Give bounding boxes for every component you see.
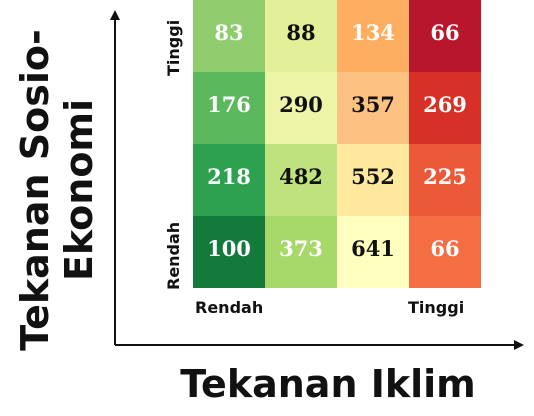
heatmap-cell	[193, 144, 265, 216]
heatmap-cell-value: 218	[207, 164, 251, 189]
heatmap-cell-value: 100	[207, 236, 251, 261]
heatmap-cell-value: 269	[423, 92, 467, 117]
heatmap-cell-value: 373	[279, 236, 323, 261]
y-tick-label-high: Tinggi	[164, 20, 183, 76]
heatmap-cell	[337, 72, 409, 144]
heatmap-cell	[193, 72, 265, 144]
heatmap-cell	[265, 144, 337, 216]
y-axis-title-line1: Tekanan Sosio-	[13, 29, 57, 351]
heatmap-cell	[409, 72, 481, 144]
heatmap-cell	[265, 72, 337, 144]
y-axis-title-line2: Ekonomi	[57, 99, 101, 281]
heatmap-cell	[409, 144, 481, 216]
heatmap-cells: 83 88 134 66 176 290 357 269 218 482 552 225 100 373 6…	[193, 0, 481, 288]
heatmap-cell-value: 88	[286, 20, 315, 45]
heatmap-cell-value: 134	[351, 20, 395, 45]
heatmap-cell-value: 290	[279, 92, 323, 117]
heatmap-cell	[409, 0, 481, 72]
heatmap-cell-value: 176	[207, 92, 251, 117]
heatmap-cell	[337, 144, 409, 216]
heatmap-cell	[337, 0, 409, 72]
heatmap-cell	[265, 216, 337, 288]
heatmap-cell	[409, 216, 481, 288]
heatmap-cell-value: 357	[351, 92, 395, 117]
x-tick-label-low: Rendah	[195, 298, 263, 317]
heatmap-cell-value: 83	[214, 20, 243, 45]
heatmap-cell-value: 66	[430, 20, 459, 45]
heatmap-cell	[193, 0, 265, 72]
heatmap-cell	[265, 0, 337, 72]
heatmap-cell-value: 482	[279, 164, 323, 189]
heatmap-cell-value: 225	[423, 164, 467, 189]
heatmap-cell	[193, 216, 265, 288]
heatmap-cell-value: 66	[430, 236, 459, 261]
heatmap-cell-value: 552	[351, 164, 395, 189]
x-axis-title: Tekanan Iklim	[180, 362, 476, 406]
heatmap-cell	[337, 216, 409, 288]
x-tick-label-high: Tinggi	[408, 298, 464, 317]
y-tick-label-low: Rendah	[164, 222, 183, 290]
heatmap-cell-value: 641	[351, 236, 395, 261]
